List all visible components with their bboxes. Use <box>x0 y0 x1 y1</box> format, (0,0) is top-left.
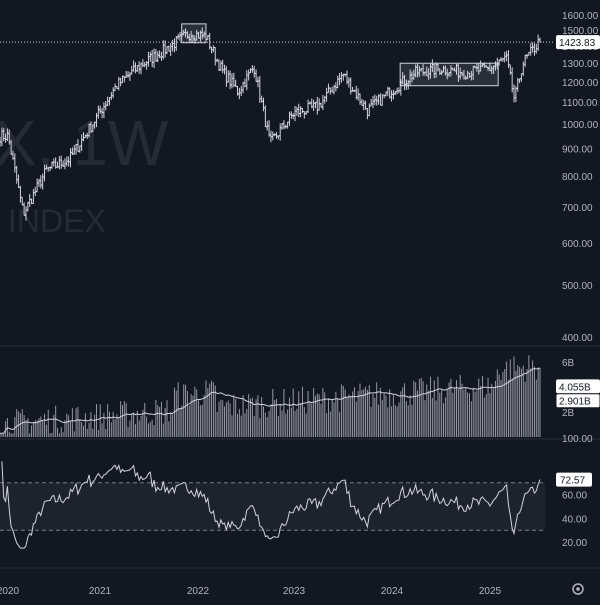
volume-tag <box>555 393 600 409</box>
rsi-path <box>1 461 541 549</box>
price-tick-label: 600.00 <box>562 239 593 250</box>
price-tick-label: 1200.00 <box>562 78 599 89</box>
price-tick-label: 700.00 <box>562 203 593 214</box>
rsi-tag <box>556 472 592 487</box>
time-tick-label: 2023 <box>283 586 306 597</box>
volume-ma-path <box>0 367 541 434</box>
volume-ma-line: 4.055B 2.901B <box>0 367 600 434</box>
last-price-tag <box>556 35 600 50</box>
time-tick-label: 2022 <box>187 586 210 597</box>
settings-gear-icon[interactable] <box>572 583 584 595</box>
volume-ma-tag <box>556 379 600 394</box>
rsi-tick-label: 100.00 <box>562 434 593 445</box>
price-tick-label: 1000.00 <box>562 120 599 131</box>
price-tick-label: 900.00 <box>562 145 593 156</box>
rsi-last-label: 72.57 <box>560 476 585 487</box>
rsi-tick-label: 40.00 <box>562 514 587 525</box>
price-tick-label: 500.00 <box>562 281 593 292</box>
price-tick-label: 1100.00 <box>562 98 598 109</box>
time-tick-label: 2021 <box>89 586 112 597</box>
watermark-subtitle: INDEX <box>8 203 106 239</box>
rsi-line: 72.57 <box>0 461 592 549</box>
rsi-axis[interactable]: 100.00 60.00 40.00 20.00 <box>562 434 593 549</box>
volume-last-label: 2.901B <box>559 397 591 408</box>
rsi-tick-label: 60.00 <box>562 491 587 502</box>
time-tick-label: 2024 <box>381 586 404 597</box>
last-price-label: 1423.83 <box>559 38 596 49</box>
price-tick-label: 1600.00 <box>562 11 599 22</box>
volume-ma-label: 4.055B <box>559 382 591 393</box>
last-price-marker: 1423.83 <box>0 35 600 50</box>
volume-axis[interactable]: 6B 2B <box>562 358 575 419</box>
price-tick-label: 1500.00 <box>562 26 599 37</box>
volume-tick-label: 6B <box>562 358 575 369</box>
price-tick-label: 1300.00 <box>562 59 599 70</box>
price-tick-label: 400.00 <box>562 333 593 344</box>
rsi-band <box>0 482 545 531</box>
price-bars <box>0 27 542 221</box>
volume-tick-label: 2B <box>562 408 575 419</box>
time-tick-label: 2025 <box>479 586 502 597</box>
rsi-tick-label: 20.00 <box>562 538 587 549</box>
watermark-symbol: X, 1W <box>0 107 169 179</box>
price-tick-label: 800.00 <box>562 172 593 183</box>
